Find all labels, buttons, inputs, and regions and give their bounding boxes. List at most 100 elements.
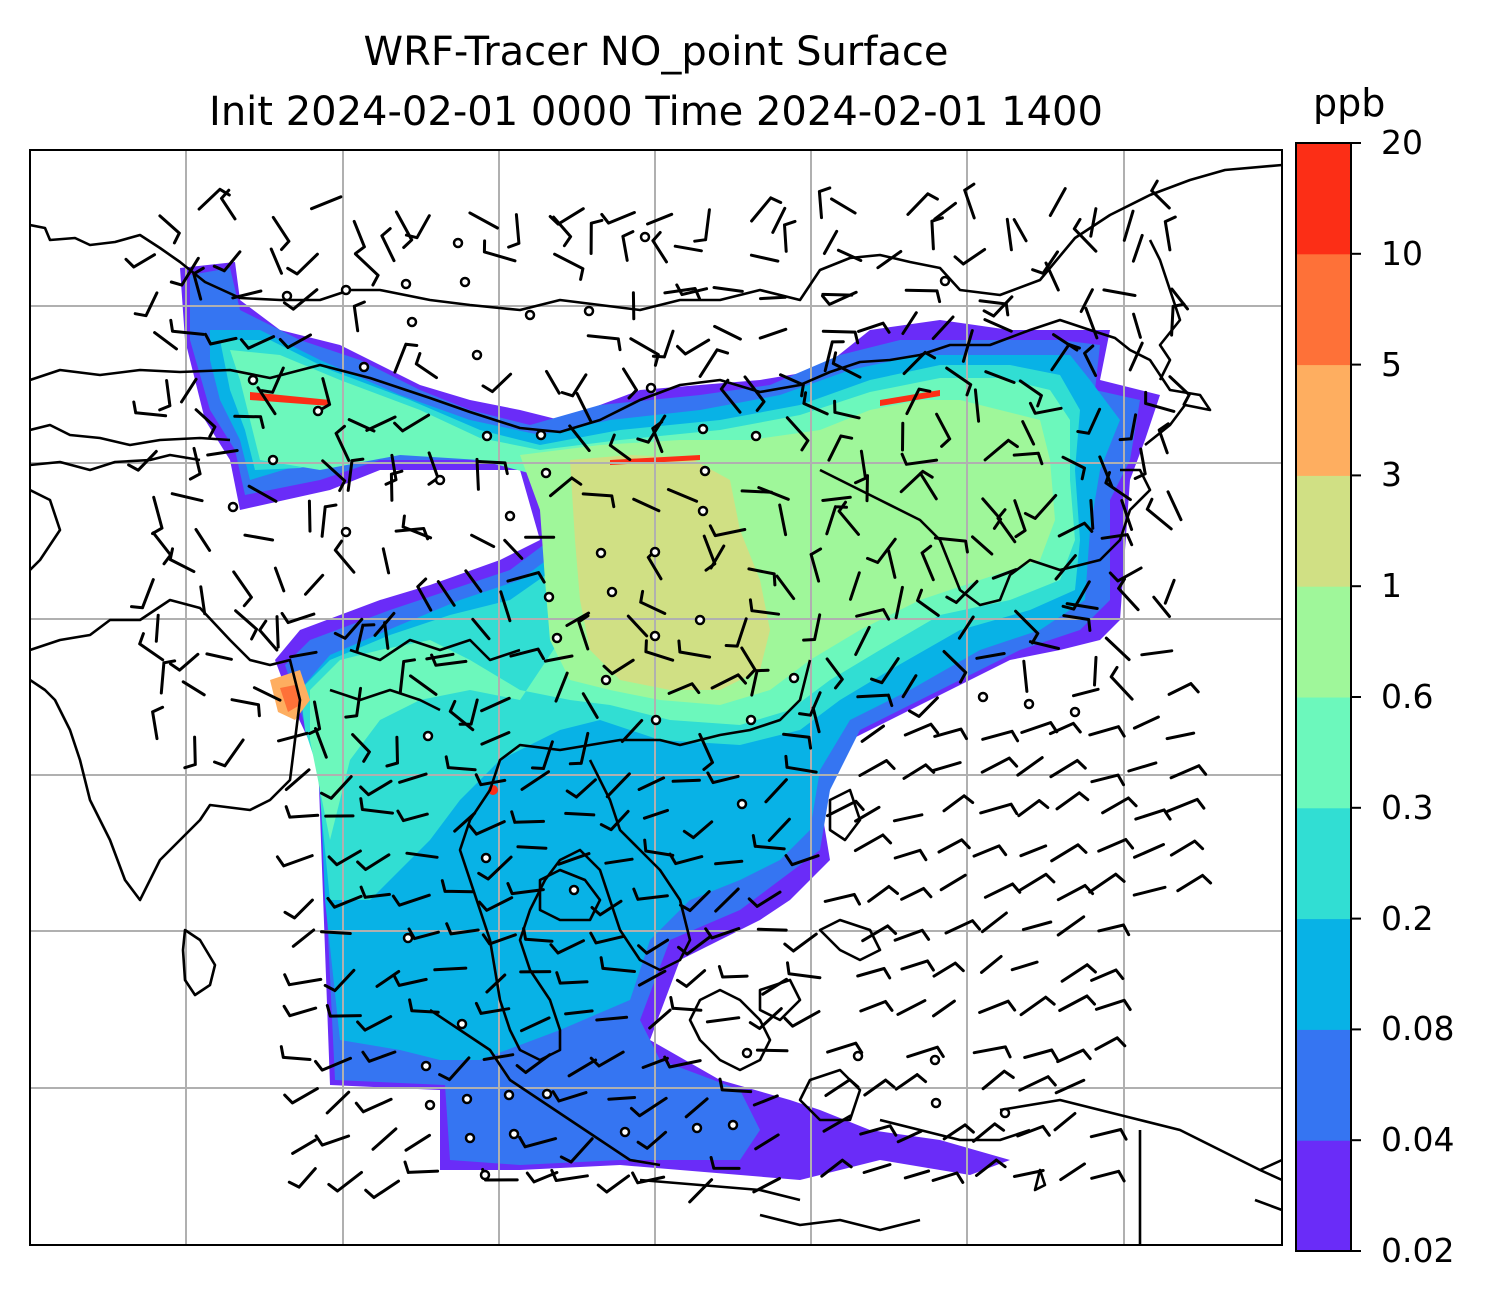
wind-barb [470, 533, 496, 549]
wind-barb [549, 476, 583, 498]
wind-barb [577, 614, 590, 651]
wind-barb [945, 366, 973, 397]
wind-barb [1090, 968, 1125, 982]
wind-barb [641, 1056, 669, 1069]
wind-barb [1072, 217, 1098, 253]
wind-barb [980, 955, 1003, 974]
wind-barb [724, 617, 748, 648]
wind-barb [151, 495, 164, 536]
wind-barb [356, 853, 391, 871]
wind-barb [752, 1094, 779, 1107]
wind-barb [565, 778, 597, 799]
wind-barb [1167, 682, 1200, 696]
calm-wind-marker [741, 1047, 753, 1059]
wind-barb [778, 503, 788, 537]
wind-barb [480, 696, 511, 713]
wind-barb [622, 367, 638, 400]
wind-barb [482, 1053, 515, 1061]
wind-barb [1031, 250, 1059, 275]
wind-barb [158, 379, 172, 412]
wind-barb [389, 469, 404, 502]
wind-barb [632, 887, 669, 901]
wind-barb [599, 956, 636, 973]
field-tier-7 [570, 455, 770, 690]
wind-barb [391, 893, 431, 907]
calm-wind-marker [456, 1018, 468, 1030]
colorbar-unit-label: ppb [1313, 81, 1386, 125]
calm-wind-marker [649, 546, 661, 558]
wind-barb [1017, 799, 1050, 818]
colorbar-tick-label: 0.02 [1381, 1231, 1455, 1270]
wind-barb [752, 1177, 781, 1194]
calm-wind-marker [504, 510, 516, 522]
wind-barb [1056, 884, 1095, 902]
wind-barb [1021, 420, 1036, 446]
wind-barb [554, 671, 569, 703]
wind-barb [972, 844, 1008, 858]
wind-barb [444, 755, 477, 772]
wind-barb [596, 1174, 631, 1194]
wind-barb [945, 579, 979, 604]
colorbar-tick-label: 1 [1381, 566, 1402, 606]
wind-barb [327, 849, 362, 867]
colorbar-tick-label: 0.2 [1381, 898, 1434, 938]
wind-barb [676, 338, 711, 356]
wind-barb [978, 299, 1010, 317]
wind-barb [138, 632, 165, 662]
wind-barb [931, 315, 955, 340]
wind-barb [438, 1056, 471, 1082]
wind-barb [279, 1045, 312, 1061]
calm-wind-marker [691, 1122, 703, 1134]
wind-barb [933, 201, 957, 221]
calm-wind-marker [461, 1093, 473, 1105]
wind-barb [476, 460, 509, 476]
wind-barb [932, 961, 965, 978]
wind-barb [590, 899, 623, 917]
wind-barb [754, 1133, 780, 1151]
calm-wind-marker [406, 316, 418, 328]
wind-barb [675, 969, 707, 988]
wind-barb [1065, 602, 1099, 610]
wind-barb [823, 893, 861, 906]
wind-barb [448, 699, 475, 732]
wind-barb [1163, 215, 1177, 252]
wind-barb [972, 1122, 1006, 1143]
wind-barb [642, 808, 669, 820]
wind-barb [644, 639, 675, 662]
wind-barb [1102, 288, 1137, 297]
wind-barb [436, 580, 456, 607]
colorbar-band [1296, 918, 1351, 1030]
wind-barb [356, 1015, 393, 1032]
calm-wind-marker [420, 1060, 432, 1072]
colorbar-tick-label: 10 [1381, 233, 1423, 273]
map-title-line1: WRF-Tracer NO_point Surface [363, 29, 949, 75]
wind-barb [1021, 920, 1053, 932]
wind-barb [183, 735, 197, 770]
wind-barb [710, 673, 747, 690]
wind-barb [1170, 287, 1189, 311]
wind-barb [902, 350, 937, 376]
field-hotspot-3 [250, 392, 330, 406]
wind-barb [310, 195, 343, 211]
wind-barb [821, 495, 852, 502]
wind-barb [1018, 1075, 1057, 1092]
calm-wind-marker [568, 884, 580, 896]
wind-barb [980, 911, 1008, 934]
wind-barb [520, 1016, 551, 1033]
wind-barb [930, 216, 944, 251]
wind-barb [858, 759, 896, 777]
wind-barb [1028, 640, 1060, 650]
wind-barb [283, 898, 314, 920]
wind-barb [468, 211, 499, 230]
wind-barb [802, 613, 822, 642]
wind-barb [1133, 843, 1165, 859]
calm-wind-marker [788, 672, 800, 684]
wind-barb [425, 652, 455, 661]
calm-wind-marker [312, 405, 324, 417]
wind-barb [414, 352, 438, 380]
wind-barb [468, 820, 506, 836]
wind-barb [646, 212, 674, 226]
calm-wind-marker [999, 1107, 1011, 1119]
wind-barb [1079, 288, 1094, 313]
